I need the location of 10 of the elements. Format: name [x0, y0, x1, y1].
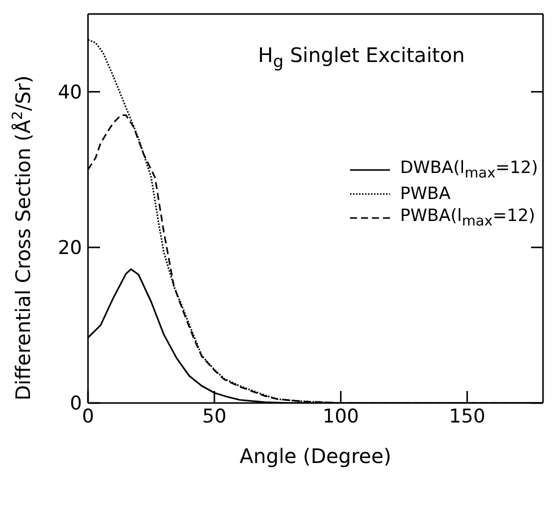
x-axis-title: Angle (Degree)	[240, 444, 392, 468]
text: H$_{g}$ Singlet Excitaiton	[258, 43, 465, 71]
x-tick-label: 50	[202, 405, 226, 428]
y-tick-label: 40	[58, 82, 82, 104]
y-tick-label: 20	[58, 237, 82, 260]
legend-label: PWBA(l$_{max}$=12)	[400, 206, 536, 230]
x-tick-label: 150	[449, 405, 486, 428]
x-tick-label: 100	[322, 405, 359, 428]
legend-label: DWBA(l$_{max}$=12)	[400, 158, 538, 182]
legend-label: PWBA	[400, 184, 450, 204]
